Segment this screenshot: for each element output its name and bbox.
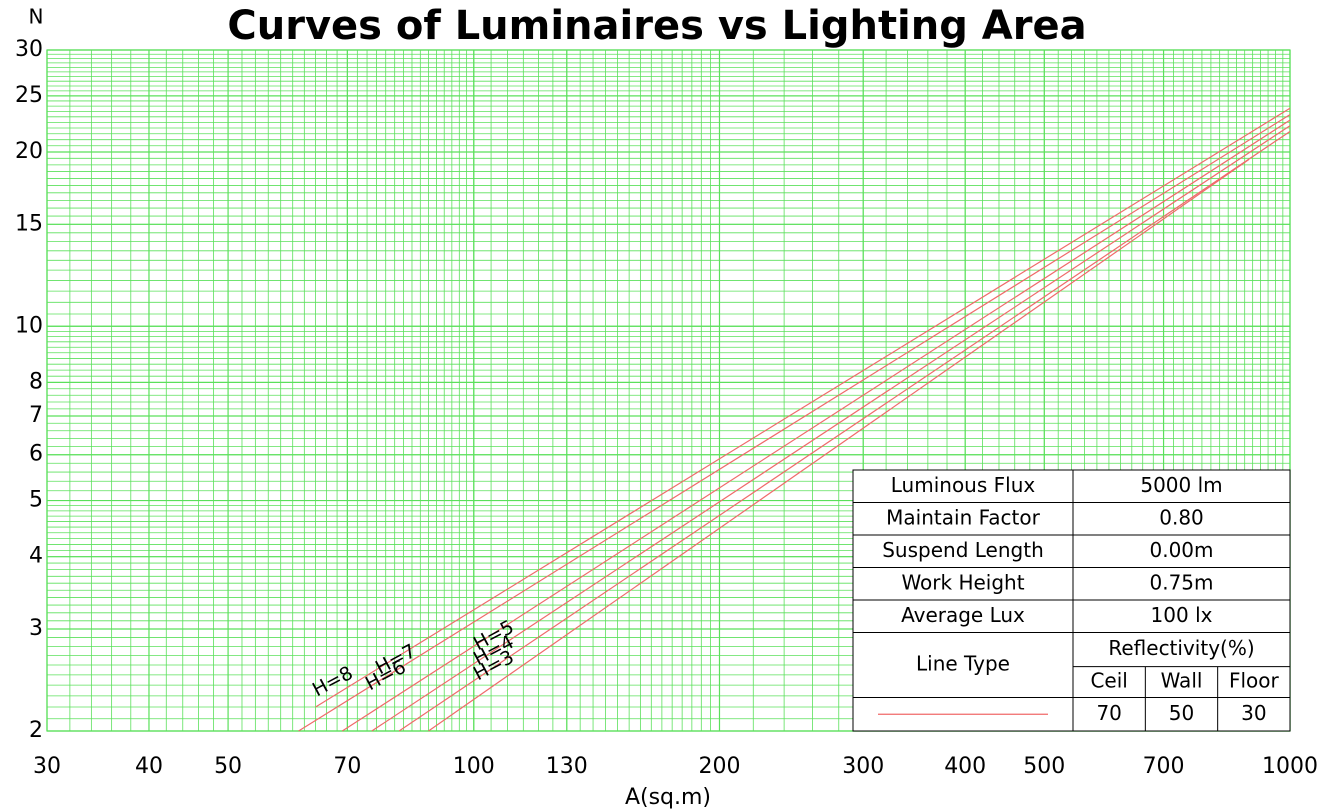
y-axis-label: N xyxy=(29,5,44,29)
y-tick-label: 3 xyxy=(29,616,43,641)
x-tick-label: 300 xyxy=(842,754,884,779)
table-cell: 0.80 xyxy=(1159,505,1204,529)
table-cell: Maintain Factor xyxy=(886,505,1040,529)
y-tick-label: 4 xyxy=(29,544,43,569)
y-tick-label: 15 xyxy=(15,211,43,236)
y-tick-label: 7 xyxy=(29,403,43,428)
table-cell: Suspend Length xyxy=(882,538,1044,562)
series-line xyxy=(398,130,1291,732)
y-tick-label: 6 xyxy=(29,442,43,467)
y-tick-label: 30 xyxy=(15,37,43,62)
table-cell: 70 xyxy=(1096,701,1121,725)
x-tick-label: 70 xyxy=(333,754,361,779)
x-tick-label: 200 xyxy=(698,754,740,779)
y-tick-label: 25 xyxy=(15,83,43,108)
y-tick-label: 10 xyxy=(15,313,43,338)
series-line xyxy=(428,159,1250,732)
table-cell: Ceil xyxy=(1090,669,1127,693)
y-tick-label: 5 xyxy=(29,488,43,513)
table-cell: Floor xyxy=(1229,669,1280,693)
x-tick-label: 400 xyxy=(944,754,986,779)
y-tick-label: 20 xyxy=(15,139,43,164)
table-cell: Average Lux xyxy=(901,603,1025,627)
chart-title: Curves of Luminaires vs Lighting Area xyxy=(227,3,1086,49)
y-tick-label: 2 xyxy=(29,718,43,743)
series-line xyxy=(341,119,1291,732)
x-tick-label: 500 xyxy=(1023,754,1065,779)
series-label: H=8 xyxy=(309,662,357,701)
table-cell: 30 xyxy=(1241,701,1266,725)
y-tick-label: 8 xyxy=(29,369,43,394)
x-tick-label: 40 xyxy=(135,754,163,779)
x-tick-label: 1000 xyxy=(1262,754,1318,779)
x-tick-label: 100 xyxy=(453,754,495,779)
table-cell: Reflectivity(%) xyxy=(1108,636,1254,660)
series-line xyxy=(298,114,1291,732)
series-line xyxy=(371,125,1291,732)
table-cell: Luminous Flux xyxy=(891,473,1036,497)
table-cell: 0.75m xyxy=(1149,570,1213,594)
table-cell: 0.00m xyxy=(1149,538,1213,562)
x-axis-label: A(sq.m) xyxy=(625,785,711,810)
x-tick-label: 50 xyxy=(214,754,242,779)
table-cell: 50 xyxy=(1169,701,1194,725)
plot-frame xyxy=(46,49,1291,732)
table-cell: Wall xyxy=(1161,669,1203,693)
x-tick-label: 130 xyxy=(546,754,588,779)
table-cell: Work Height xyxy=(901,570,1024,594)
x-tick-label: 700 xyxy=(1143,754,1185,779)
table-cell: 100 lx xyxy=(1151,603,1213,627)
table-cell: 5000 lm xyxy=(1140,473,1222,497)
series-line xyxy=(315,107,1291,708)
table-cell: Line Type xyxy=(916,652,1010,676)
x-tick-label: 30 xyxy=(33,754,61,779)
